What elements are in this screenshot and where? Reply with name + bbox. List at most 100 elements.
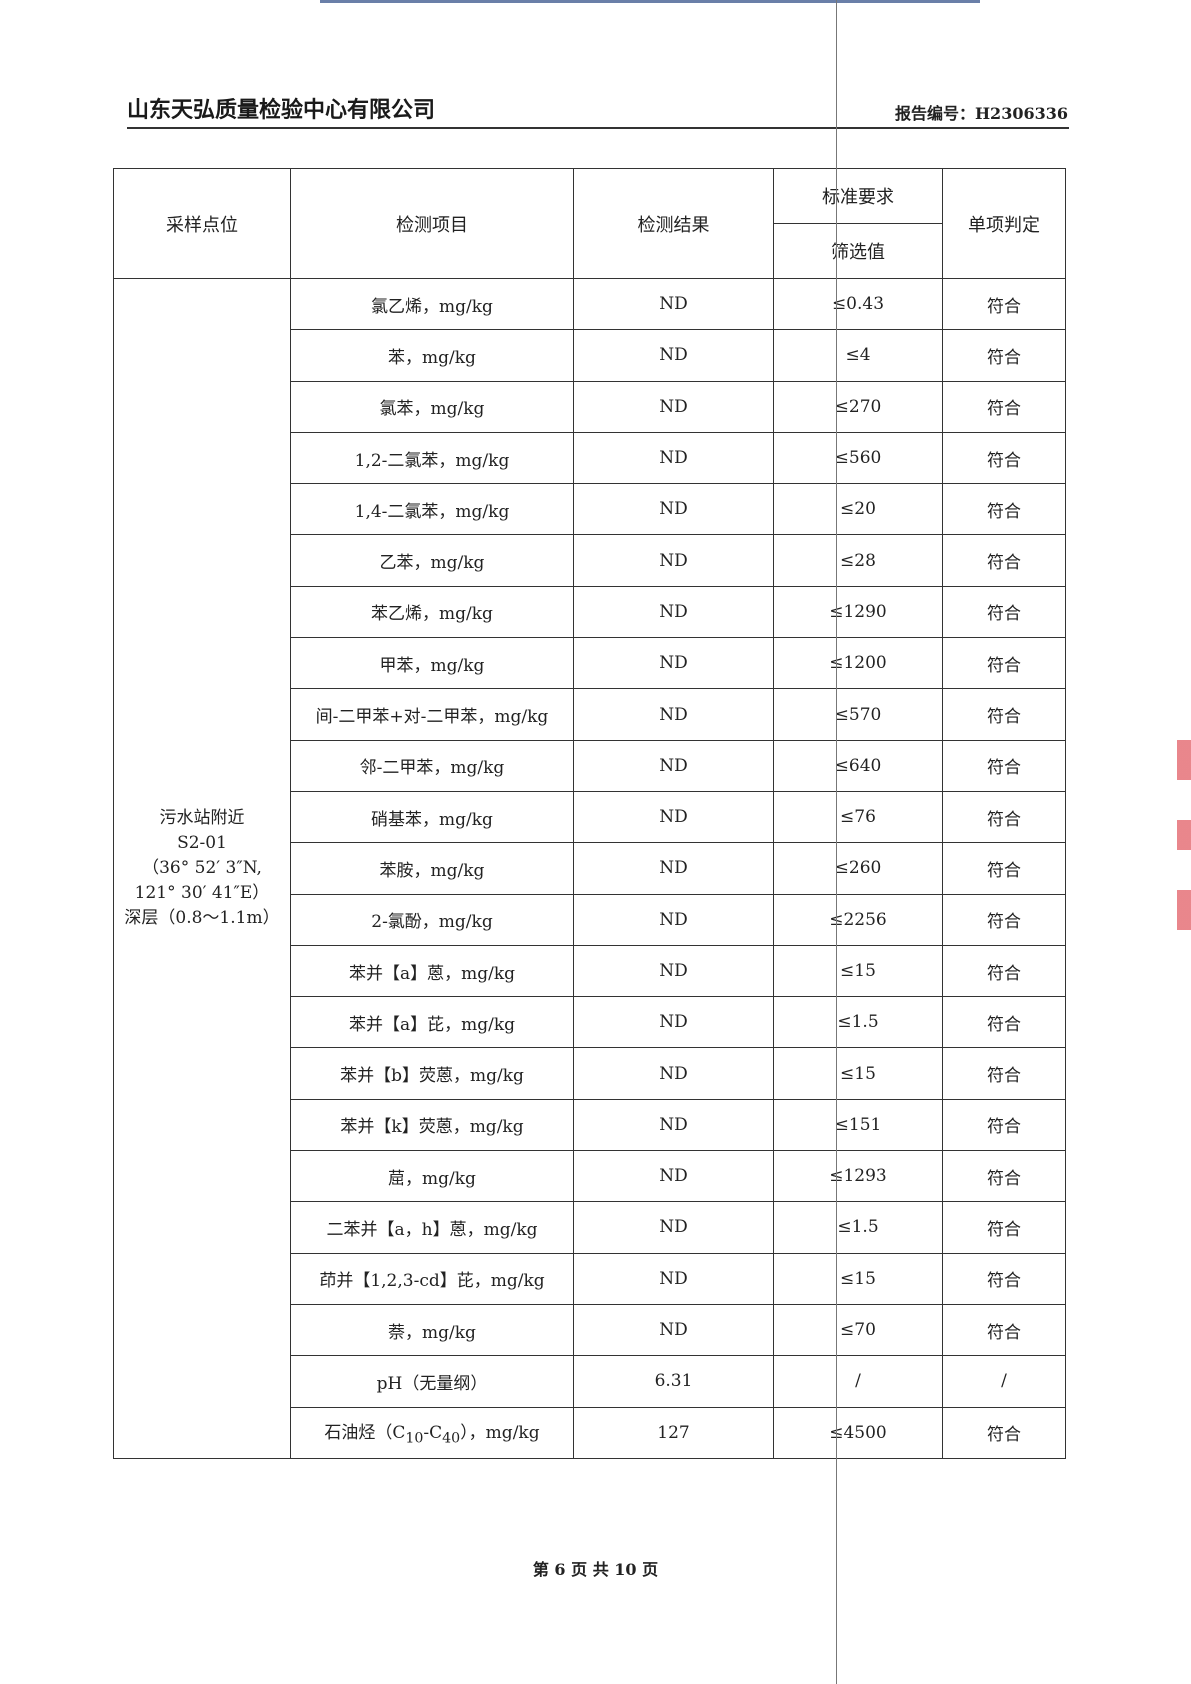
location-line: 121° 30′ 41″E） <box>134 882 270 903</box>
cell-judgement: 符合 <box>942 329 1066 382</box>
cell-item: 苯并【b】荧蒽，mg/kg <box>290 1047 574 1100</box>
cell-screening: ≤2256 <box>773 893 943 946</box>
cell-item: 苯乙烯，mg/kg <box>290 585 574 639</box>
cell-judgement: 符合 <box>942 1252 1066 1305</box>
cell-screening: ≤270 <box>773 380 943 433</box>
cell-screening: ≤15 <box>773 1252 943 1305</box>
cell-judgement: 符合 <box>942 1098 1066 1152</box>
cell-judgement: 符合 <box>942 431 1066 485</box>
cell-judgement: 符合 <box>942 1201 1066 1254</box>
cell-result: ND <box>573 790 774 844</box>
cell-item: 苯并【a】蒽，mg/kg <box>290 944 574 998</box>
table-row: 氯苯，mg/kg ND ≤270 符合 <box>114 380 1066 433</box>
cell-screening: ≤70 <box>773 1303 943 1357</box>
cell-screening: ≤15 <box>773 944 943 998</box>
cell-item: 萘，mg/kg <box>290 1303 574 1357</box>
table-row: 苯乙烯，mg/kg ND ≤1290 符合 <box>114 585 1066 639</box>
cell-judgement: 符合 <box>942 944 1066 998</box>
table-row: 萘，mg/kg ND ≤70 符合 <box>114 1303 1066 1357</box>
cell-result: ND <box>573 483 774 536</box>
stamp-fragment <box>1177 740 1191 940</box>
cell-judgement: 符合 <box>942 637 1066 690</box>
cell-judgement: 符合 <box>942 996 1066 1049</box>
cell-item: 间-二甲苯+对-二甲苯，mg/kg <box>290 688 574 741</box>
header-divider <box>127 127 1069 129</box>
cell-result: ND <box>573 688 774 741</box>
cell-result: ND <box>573 585 774 639</box>
cell-judgement: 符合 <box>942 277 1066 331</box>
page-number: 第 6 页 共 10 页 <box>532 1560 659 1579</box>
cell-result: ND <box>573 739 774 792</box>
cell-judgement: 符合 <box>942 1406 1066 1459</box>
cell-screening: ≤28 <box>773 534 943 587</box>
cell-item: 氯苯，mg/kg <box>290 380 574 433</box>
cell-screening: / <box>773 1355 943 1408</box>
location-line: （36° 52′ 3″N, <box>142 857 262 878</box>
table-row: 茚并【1,2,3-cd】芘，mg/kg ND ≤15 符合 <box>114 1252 1066 1305</box>
table-row: 䓛，mg/kg ND ≤1293 符合 <box>114 1150 1066 1203</box>
location-line: S2-01 <box>177 832 227 853</box>
cell-screening: ≤1.5 <box>773 996 943 1049</box>
cell-item: 1,2-二氯苯，mg/kg <box>290 431 574 485</box>
cell-result: 6.31 <box>573 1355 774 1408</box>
cell-judgement: / <box>942 1355 1066 1408</box>
cell-screening: ≤151 <box>773 1098 943 1152</box>
cell-item: 䓛，mg/kg <box>290 1150 574 1203</box>
cell-judgement: 符合 <box>942 1047 1066 1100</box>
cell-item: 乙苯，mg/kg <box>290 534 574 587</box>
cell-judgement: 符合 <box>942 1303 1066 1357</box>
cell-judgement: 符合 <box>942 534 1066 587</box>
cell-result: ND <box>573 1047 774 1100</box>
col-standard: 标准要求 <box>773 168 943 224</box>
table-row: 苯胺，mg/kg ND ≤260 符合 <box>114 842 1066 895</box>
company-name: 山东天弘质量检验中心有限公司 <box>127 98 436 123</box>
table-row: 苯并【a】蒽，mg/kg ND ≤15 符合 <box>114 944 1066 998</box>
cell-screening: ≤15 <box>773 1047 943 1100</box>
cell-item: pH（无量纲） <box>290 1355 574 1408</box>
table-row: 甲苯，mg/kg ND ≤1200 符合 <box>114 637 1066 690</box>
cell-item: 1,4-二氯苯，mg/kg <box>290 483 574 536</box>
cell-screening: ≤1.5 <box>773 1201 943 1254</box>
cell-item: 苯胺，mg/kg <box>290 842 574 895</box>
cell-judgement: 符合 <box>942 790 1066 844</box>
cell-result: ND <box>573 637 774 690</box>
table-row: 间-二甲苯+对-二甲苯，mg/kg ND ≤570 符合 <box>114 688 1066 741</box>
col-screening: 筛选值 <box>773 223 943 279</box>
cell-item: 二苯并【a，h】蒽，mg/kg <box>290 1201 574 1254</box>
table-row: 1,4-二氯苯，mg/kg ND ≤20 符合 <box>114 483 1066 536</box>
cell-result: ND <box>573 329 774 382</box>
location-line: 深层（0.8～1.1m） <box>124 907 280 928</box>
cell-item: 2-氯酚，mg/kg <box>290 893 574 946</box>
table-row: 石油烃（C10-C40），mg/kg 127 ≤4500 符合 <box>114 1406 1066 1459</box>
cell-result: ND <box>573 380 774 433</box>
table-row: 二苯并【a，h】蒽，mg/kg ND ≤1.5 符合 <box>114 1201 1066 1254</box>
cell-result: ND <box>573 534 774 587</box>
cell-item: 茚并【1,2,3-cd】芘，mg/kg <box>290 1252 574 1305</box>
table-row: 苯并【k】荧蒽，mg/kg ND ≤151 符合 <box>114 1098 1066 1152</box>
table-row: 苯并【b】荧蒽，mg/kg ND ≤15 符合 <box>114 1047 1066 1100</box>
cell-screening: ≤560 <box>773 431 943 485</box>
cell-result: ND <box>573 1252 774 1305</box>
cell-item: 硝基苯，mg/kg <box>290 790 574 844</box>
table-row: 1,2-二氯苯，mg/kg ND ≤560 符合 <box>114 431 1066 485</box>
cell-result: ND <box>573 842 774 895</box>
cell-screening: ≤1290 <box>773 585 943 639</box>
col-judgement: 单项判定 <box>942 168 1066 279</box>
cell-result: ND <box>573 1150 774 1203</box>
cell-result: ND <box>573 944 774 998</box>
cell-item: 氯乙烯，mg/kg <box>290 277 574 331</box>
cell-result: ND <box>573 1201 774 1254</box>
table-row: 2-氯酚，mg/kg ND ≤2256 符合 <box>114 893 1066 946</box>
cell-result: 127 <box>573 1406 774 1459</box>
cell-judgement: 符合 <box>942 1150 1066 1203</box>
cell-item: 邻-二甲苯，mg/kg <box>290 739 574 792</box>
cell-judgement: 符合 <box>942 893 1066 946</box>
cell-screening: ≤76 <box>773 790 943 844</box>
cell-result: ND <box>573 996 774 1049</box>
cell-screening: ≤260 <box>773 842 943 895</box>
table-row: pH（无量纲） 6.31// <box>114 1355 1066 1408</box>
cell-screening: ≤4500 <box>773 1406 943 1459</box>
cell-judgement: 符合 <box>942 483 1066 536</box>
cell-screening: ≤20 <box>773 483 943 536</box>
cell-screening: ≤1293 <box>773 1150 943 1203</box>
